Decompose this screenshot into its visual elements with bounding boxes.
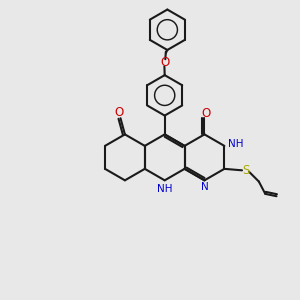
Text: N: N bbox=[201, 182, 209, 192]
Text: O: O bbox=[201, 107, 211, 120]
Text: O: O bbox=[114, 106, 124, 119]
Text: NH: NH bbox=[228, 140, 243, 149]
Text: NH: NH bbox=[157, 184, 172, 194]
Text: S: S bbox=[242, 164, 249, 177]
Text: O: O bbox=[161, 56, 170, 69]
